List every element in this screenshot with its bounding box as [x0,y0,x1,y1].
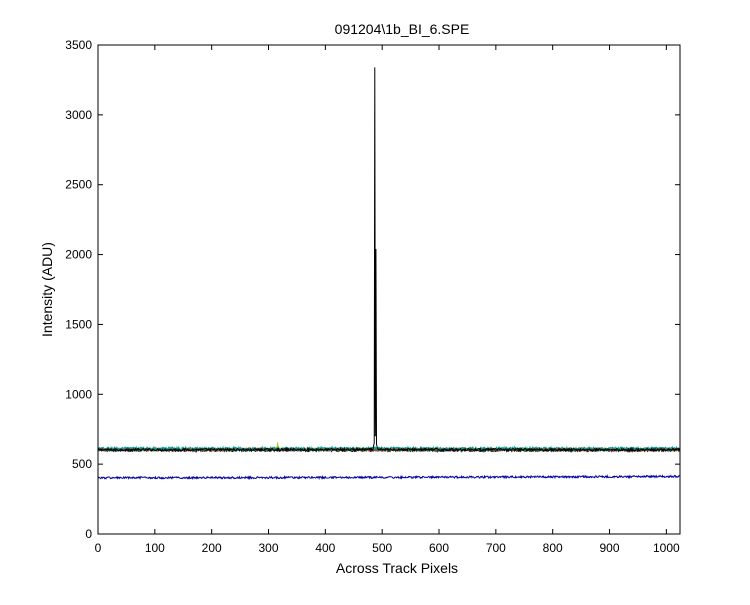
series-line-0 [98,67,680,453]
x-tick-label: 800 [543,541,563,555]
y-tick-label: 1500 [65,317,92,331]
series-layer [98,67,680,481]
x-tick-label: 300 [258,541,278,555]
chart-title: 091204\1b_BI_6.SPE [335,21,470,37]
y-tick-label: 0 [85,527,92,541]
y-tick-label: 3000 [65,108,92,122]
x-tick-label: 100 [145,541,165,555]
ticks-layer: 0 100 200 300 400 500 600 700 800 900 1000 0 500 1000… [65,38,680,555]
x-tick-label: 400 [315,541,335,555]
y-axis-label: Intensity (ADU) [39,242,55,337]
x-tick-label: 500 [372,541,392,555]
x-tick-label: 700 [486,541,506,555]
x-tick-label: 200 [202,541,222,555]
y-tick-label: 3500 [65,38,92,52]
series-line-6 [98,474,680,481]
y-tick-label: 2500 [65,178,92,192]
x-axis-label: Across Track Pixels [336,560,458,576]
x-tick-label: 0 [95,541,102,555]
plot-area [98,45,680,534]
x-tick-label: 1000 [653,541,680,555]
y-tick-label: 500 [72,457,92,471]
x-tick-label: 900 [600,541,620,555]
y-tick-label: 1000 [65,387,92,401]
x-tick-label: 600 [429,541,449,555]
plot-frame [97,44,681,535]
y-tick-label: 2000 [65,248,92,262]
